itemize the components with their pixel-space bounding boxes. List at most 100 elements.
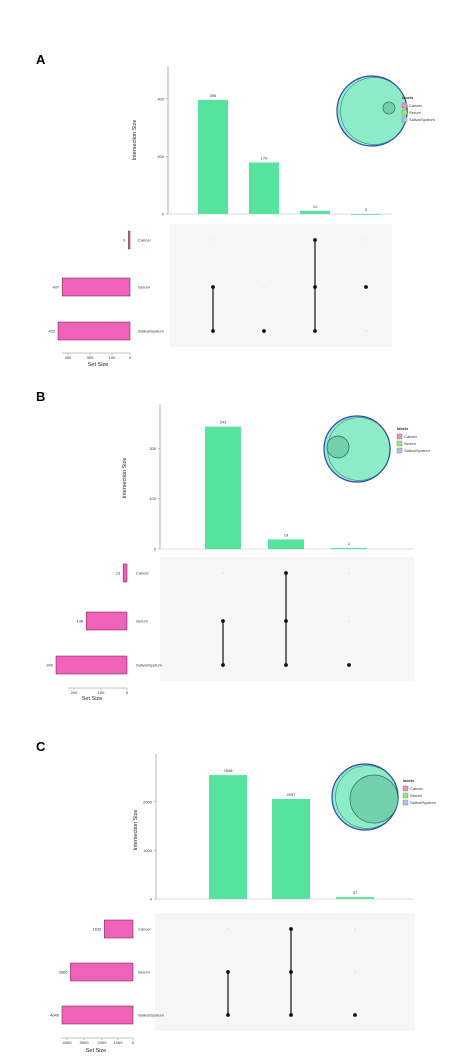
- legend-swatch: [396, 447, 403, 454]
- upset-panel-b: B 0 100 200 Intersection Size 243 19 2 13 Cancer 1…: [36, 389, 430, 702]
- upset-panel-c: C 0 1000 2000 Intersection Size 2548 2057 37 163…: [36, 739, 436, 1054]
- set-size-bar: [128, 230, 131, 250]
- matrix-dot-inactive: [348, 620, 350, 622]
- y-tick-label: 400: [157, 96, 164, 101]
- set-name-label: Serum: [138, 970, 150, 975]
- set-size-axis-label: Set Size: [86, 1048, 106, 1054]
- matrix-dot-active: [313, 238, 317, 242]
- matrix-dot-active: [284, 619, 288, 623]
- bar-value-label: 396: [210, 93, 217, 98]
- intersection-bar: [249, 162, 279, 214]
- panel-letter: A: [36, 52, 46, 67]
- set-size-label: 9: [123, 238, 126, 243]
- legend-label: Serum: [409, 110, 421, 115]
- bar-value-label: 19: [284, 532, 289, 537]
- y-axis-label: Intersection Size: [132, 120, 138, 161]
- set-size-tick-label: 0: [132, 1040, 135, 1045]
- matrix-dot-active: [262, 329, 266, 333]
- set-size-label: 407: [52, 285, 59, 290]
- venn-circle-large: [323, 415, 391, 483]
- matrix-dot-inactive: [348, 572, 350, 574]
- matrix-dot-inactive: [263, 286, 265, 288]
- set-size-bar: [85, 611, 128, 631]
- matrix-background: [155, 913, 414, 1031]
- matrix-dot-inactive: [227, 928, 229, 930]
- set-size-label: 432: [48, 329, 55, 334]
- venn-circle-outline: [335, 765, 399, 829]
- bar-value-label: 179: [261, 155, 268, 160]
- set-name-label: Cancer: [136, 571, 150, 576]
- intersection-bar: [272, 798, 310, 899]
- matrix-dot-active: [211, 285, 215, 289]
- bar-value-label: 2057: [287, 792, 297, 797]
- set-size-bar: [55, 655, 128, 675]
- matrix-dot-active: [221, 663, 225, 667]
- set-size-bar: [61, 1005, 134, 1025]
- set-size-tick-label: 0: [126, 690, 129, 695]
- venn-circle-small: [382, 101, 396, 115]
- set-size-tick-label: 300: [87, 355, 94, 360]
- set-name-label: Serum: [138, 285, 150, 290]
- bar-value-label: 11: [313, 204, 318, 209]
- legend-swatch: [401, 109, 408, 116]
- bar-value-label: 2: [348, 541, 351, 546]
- matrix-dot-active: [211, 329, 215, 333]
- set-size-tick-label: 2000: [98, 1040, 108, 1045]
- venn-circle-small: [349, 774, 399, 824]
- intersection-bar: [198, 99, 228, 214]
- legend-label: Cancer: [404, 434, 418, 439]
- panel-letter: C: [36, 739, 46, 754]
- legend-label: Serum: [410, 793, 422, 798]
- legend-swatch: [402, 792, 409, 799]
- set-size-label: 240: [46, 663, 53, 668]
- y-tick-label: 100: [149, 496, 156, 501]
- legend-swatch: [396, 440, 403, 447]
- set-size-label: 13: [116, 571, 121, 576]
- matrix-dot-active: [226, 970, 230, 974]
- y-axis-label: Intersection Size: [133, 810, 139, 851]
- set-name-label: Cancer: [138, 927, 152, 932]
- y-tick-label: 0: [162, 212, 165, 217]
- set-name-label: Saliva/Sputum: [138, 329, 164, 334]
- legend-label: Cancer: [410, 786, 424, 791]
- y-tick-label: 0: [150, 897, 153, 902]
- legend-swatch: [396, 433, 403, 440]
- set-size-label: 138: [76, 619, 83, 624]
- legend-title: labels: [397, 426, 409, 431]
- set-size-tick-label: 200: [71, 690, 78, 695]
- matrix-dot-active: [353, 1013, 357, 1017]
- matrix-dot-active: [364, 285, 368, 289]
- matrix-background: [170, 224, 392, 347]
- matrix-dot-active: [313, 285, 317, 289]
- set-size-tick-label: 0: [129, 355, 132, 360]
- set-size-label: 1632: [92, 927, 102, 932]
- legend-swatch: [402, 799, 409, 806]
- set-name-label: Saliva/Sputum: [136, 663, 162, 668]
- matrix-dot-inactive: [354, 971, 356, 973]
- legend-label: Saliva/Sputum: [404, 448, 430, 453]
- intersection-bar: [205, 426, 241, 549]
- legend-label: Cancer: [409, 103, 423, 108]
- bar-value-label: 2548: [224, 768, 234, 773]
- matrix-dot-inactive: [365, 330, 367, 332]
- bar-value-label: 0: [365, 207, 368, 212]
- venn-circle-small: [326, 435, 350, 459]
- y-tick-label: 200: [149, 446, 156, 451]
- set-name-label: Saliva/Sputum: [138, 1013, 164, 1018]
- y-tick-label: 200: [157, 154, 164, 159]
- set-size-bar: [122, 563, 128, 583]
- matrix-dot-active: [313, 329, 317, 333]
- upset-panel-a: A 0 200 400 Intersection Size 396 179 11 0 9 Cance…: [36, 52, 435, 368]
- matrix-background: [160, 557, 414, 681]
- y-tick-label: 2000: [143, 799, 153, 804]
- matrix-dot-inactive: [263, 239, 265, 241]
- matrix-dot-inactive: [354, 928, 356, 930]
- matrix-dot-inactive: [212, 239, 214, 241]
- legend-label: Saliva/Sputum: [409, 117, 435, 122]
- legend-label: Serum: [404, 441, 416, 446]
- matrix-dot-active: [347, 663, 351, 667]
- y-axis-label: Intersection Size: [122, 458, 128, 499]
- set-size-tick-label: 100: [98, 690, 105, 695]
- matrix-dot-active: [289, 1013, 293, 1017]
- set-name-label: Cancer: [138, 238, 152, 243]
